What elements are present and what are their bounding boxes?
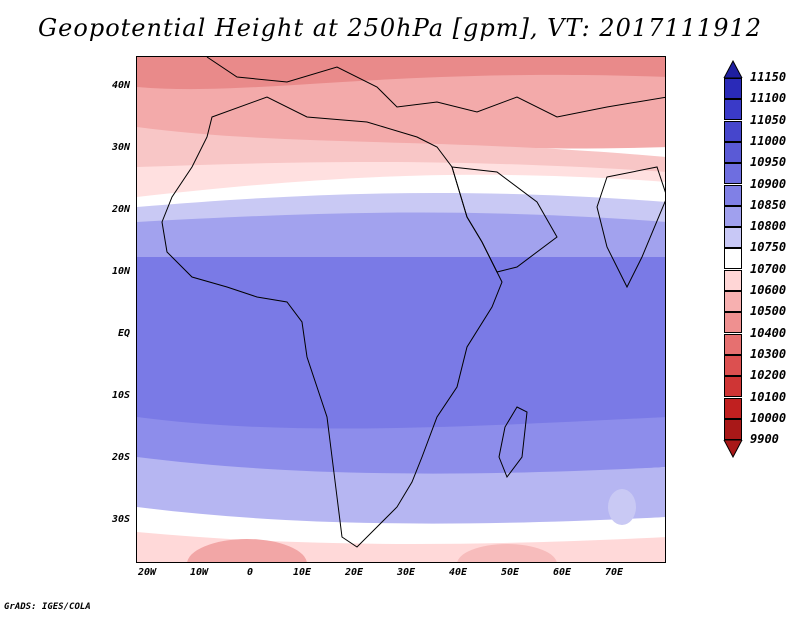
europe-coastline — [206, 57, 665, 118]
colorbar-label: 10750 — [750, 240, 787, 255]
colorbar-label: 11100 — [750, 91, 787, 106]
lon-label-10w: 10W — [189, 567, 209, 578]
lat-label-30n: 30N — [111, 142, 130, 153]
colorbar-label: 10000 — [750, 410, 787, 425]
colorbar-swatch — [724, 291, 742, 312]
colorbar-label: 10200 — [750, 368, 787, 383]
lat-label-eq: EQ — [117, 328, 130, 339]
lat-label-20n: 20N — [111, 204, 130, 215]
colorbar-swatch — [724, 184, 742, 206]
colorbar-label: 10850 — [750, 197, 787, 212]
arabia-coastline — [451, 166, 558, 273]
colorbar-label: 10400 — [750, 325, 787, 340]
colorbar-label: 10700 — [750, 261, 787, 276]
colorbar-swatch — [724, 163, 742, 185]
colorbar-label: 11000 — [750, 133, 787, 148]
colorbar-swatch — [724, 205, 742, 227]
colorbar-label: 10600 — [750, 283, 787, 297]
lon-label-20w: 20W — [137, 567, 157, 578]
colorbar-swatch — [724, 78, 742, 99]
colorbar-label: 10500 — [750, 304, 787, 319]
lon-label-60e: 60E — [552, 567, 572, 578]
colorbar-label: 10950 — [750, 155, 787, 170]
colorbar-label: 9900 — [750, 432, 779, 447]
colorbar-label: 10300 — [750, 346, 787, 361]
colorbar-swatch — [724, 354, 742, 376]
chart-title: Geopotential Height at 250hPa [gpm], VT:… — [38, 14, 762, 42]
colorbar-label: 11050 — [750, 112, 787, 127]
madagascar-coastline — [498, 406, 528, 479]
field-band-mid-blue-south — [137, 417, 665, 475]
field-band-deep-blue — [137, 257, 665, 437]
colorbar-swatch — [724, 376, 742, 398]
field-band-white-south — [137, 507, 665, 545]
coastlines — [161, 57, 665, 548]
lon-label-50e: 50E — [500, 567, 520, 578]
lat-label-40n: 40N — [111, 80, 130, 91]
field-band-light-blue-south — [137, 457, 665, 525]
field-high-southeast — [457, 544, 557, 562]
lon-label-0: 0 — [246, 567, 254, 578]
field-cell-indian-ocean — [608, 489, 636, 525]
lon-label-30e: 30E — [396, 567, 416, 578]
lat-label-10s: 10S — [111, 390, 130, 401]
lat-label-10n: 10N — [111, 266, 130, 277]
colorbar-swatch — [724, 141, 742, 163]
map-svg — [137, 57, 665, 562]
colorbar-swatch — [724, 312, 742, 334]
field-band-mid-red — [137, 74, 665, 149]
colorbar-label: 10900 — [750, 176, 787, 191]
lon-label-70e: 70E — [604, 567, 624, 578]
lon-label-20e: 20E — [344, 567, 364, 578]
colorbar-swatch — [724, 120, 742, 142]
colorbar-label: 10100 — [750, 389, 787, 404]
colorbar-swatch — [724, 227, 742, 249]
colorbar-swatch — [724, 397, 742, 419]
colorbar-top-arrow — [723, 60, 743, 78]
map-panel — [136, 56, 666, 563]
lon-label-10e: 10E — [292, 567, 312, 578]
lat-label-20s: 20S — [111, 452, 130, 463]
colorbar-swatch — [724, 333, 742, 355]
colorbar-swatch — [724, 418, 742, 440]
colorbar-swatch — [724, 248, 742, 270]
colorbar-swatch — [724, 99, 742, 121]
colorbar-label: 11150 — [750, 70, 787, 84]
colorbar-bottom-arrow — [723, 440, 743, 459]
lat-label-30s: 30S — [111, 514, 130, 525]
grads-credit: GrADS: IGES/COLA — [4, 602, 91, 612]
lon-label-40e: 40E — [448, 567, 468, 578]
india-coastline — [596, 166, 665, 289]
field-high-southwest — [187, 539, 307, 562]
colorbar-swatch — [724, 269, 742, 291]
colorbar-label: 10800 — [750, 219, 787, 234]
